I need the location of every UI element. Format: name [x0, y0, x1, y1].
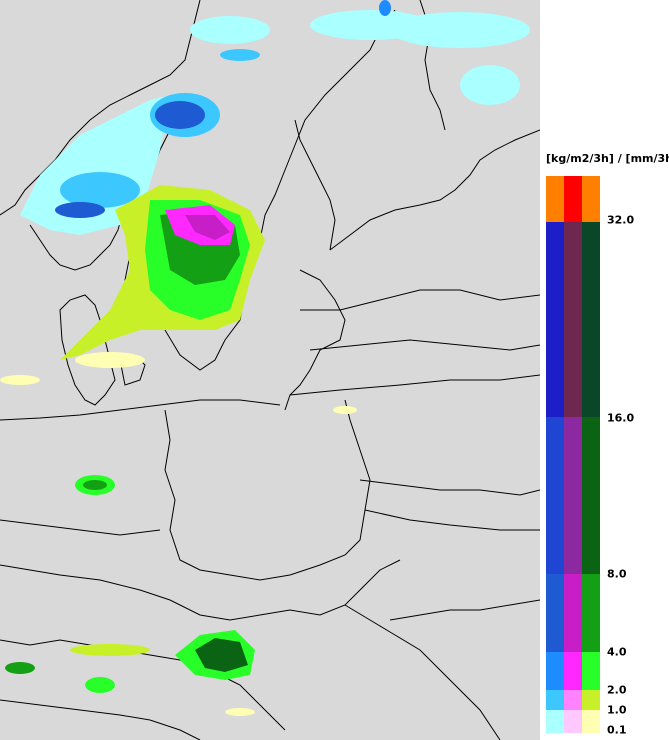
legend-swatch [564, 574, 582, 652]
legend-swatch [546, 710, 564, 733]
legend-tick-label: 16.0 [607, 411, 635, 425]
legend-swatch [546, 690, 564, 710]
precip-south [5, 630, 255, 716]
legend-tick-label: 0.1 [607, 723, 627, 737]
legend-swatch [546, 652, 564, 690]
legend-tick-label: 1.0 [607, 703, 627, 717]
legend-swatch [546, 574, 564, 652]
legend-swatch [582, 222, 600, 417]
legend-swatch [582, 574, 600, 652]
legend-swatch [546, 176, 564, 222]
legend-title: [kg/m2/3h] / [mm/3h] [546, 152, 669, 165]
legend-swatch [582, 710, 600, 733]
legend-tick-label: 4.0 [607, 645, 627, 659]
legend-swatch [564, 690, 582, 710]
precip-central-europe [75, 406, 357, 495]
legend-swatch [582, 690, 600, 710]
legend-swatch [546, 417, 564, 574]
legend-tick-label: 2.0 [607, 683, 627, 697]
legend-swatch [564, 176, 582, 222]
norway-coast [29, 214, 123, 271]
map-background [0, 0, 540, 740]
precip-snow-norway [20, 93, 220, 235]
precip-rain-sweden [0, 185, 265, 385]
legend-swatch [546, 222, 564, 417]
precipitation-map [0, 0, 540, 740]
legend-tick-label: 32.0 [607, 213, 635, 227]
legend-swatch [582, 652, 600, 690]
precip-legend [546, 176, 600, 733]
legend-swatch [564, 222, 582, 417]
legend-swatch [564, 710, 582, 733]
legend-swatch [582, 176, 600, 222]
precip-snow-north [190, 0, 530, 105]
legend-swatch [564, 652, 582, 690]
legend-swatch [582, 417, 600, 574]
baltics-outline [284, 269, 540, 411]
legend-tick-label: 8.0 [607, 567, 627, 581]
legend-swatch [564, 417, 582, 574]
